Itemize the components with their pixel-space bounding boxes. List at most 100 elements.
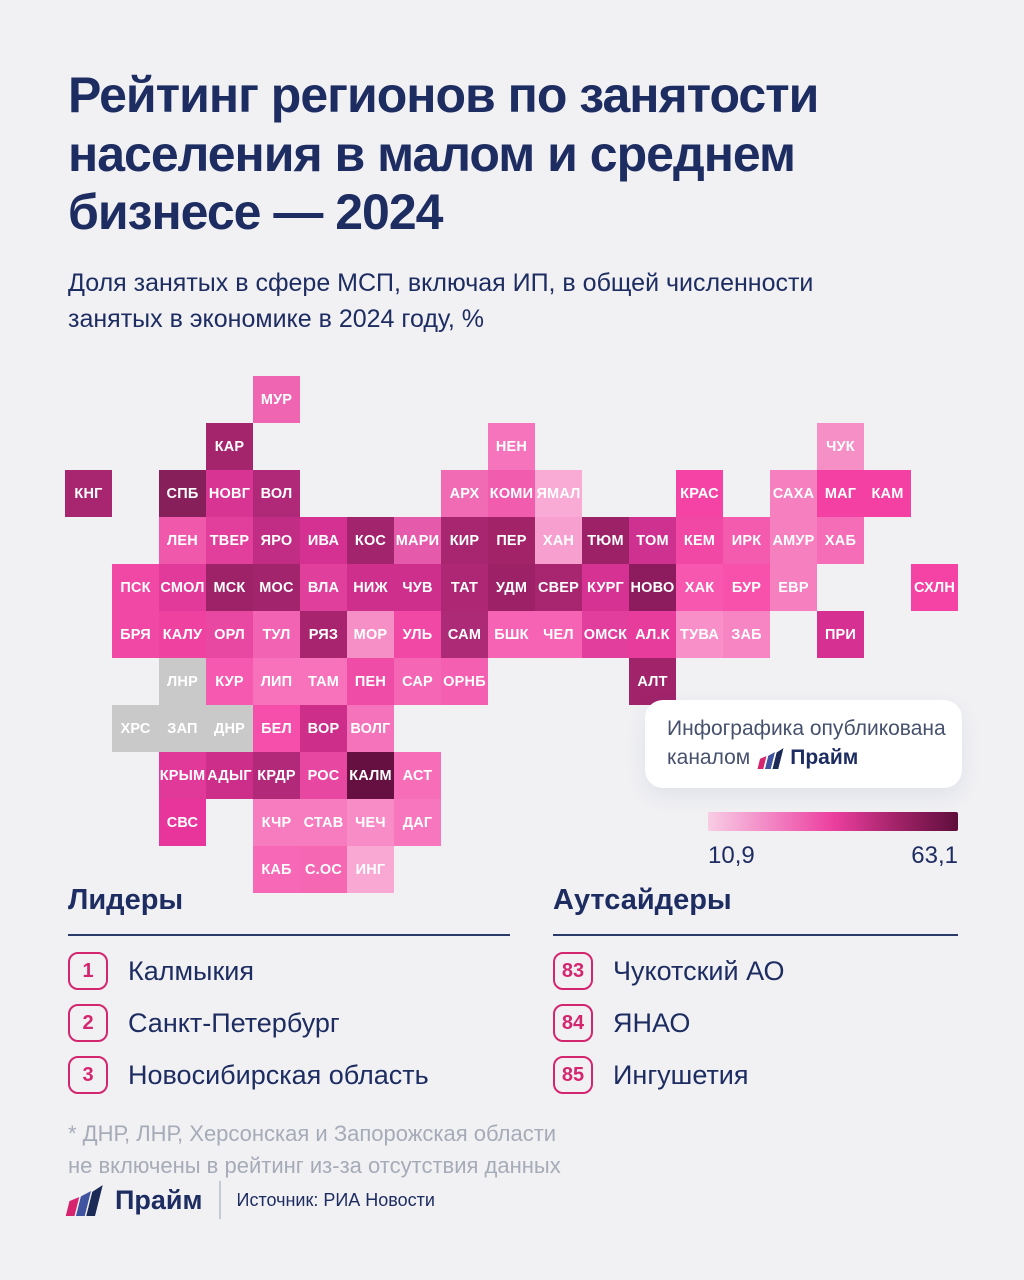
rank-badge: 85 <box>553 1056 593 1094</box>
map-tile-ЛИП: ЛИП <box>253 658 300 705</box>
region-tile-map: МУР КАР НЕН ЧУК КНГ СПБ НОВГ ВОЛ АРХ КОМИ ЯМАЛ КРАС… <box>65 376 958 893</box>
map-tile-АРХ: АРХ <box>441 470 488 517</box>
map-tile-КАР: КАР <box>206 423 253 470</box>
map-tile-ЕВР: ЕВР <box>770 564 817 611</box>
map-tile-САР: САР <box>394 658 441 705</box>
map-tile-БУР: БУР <box>723 564 770 611</box>
map-tile-ХАБ: ХАБ <box>817 517 864 564</box>
region-name: Чукотский АО <box>613 955 785 986</box>
footer: Прайм Источник: РИА Новости <box>68 1180 435 1220</box>
map-tile-УДМ: УДМ <box>488 564 535 611</box>
prime-brand-label: Прайм <box>790 745 859 769</box>
map-tile-ВОР: ВОР <box>300 705 347 752</box>
map-tile-ТОМ: ТОМ <box>629 517 676 564</box>
map-tile-САХА: САХА <box>770 470 817 517</box>
map-tile-ОМСК: ОМСК <box>582 611 629 658</box>
map-tile-АЛТ: АЛТ <box>629 658 676 705</box>
map-tile-КУРГ: КУРГ <box>582 564 629 611</box>
publication-card-line2-prefix: каналом <box>667 745 751 769</box>
region-name: Санкт-Петербург <box>128 1007 340 1038</box>
map-tile-ПРИ: ПРИ <box>817 611 864 658</box>
leaders-list: 1 Калмыкия 2 Санкт-Петербург 3 Новосибир… <box>68 952 429 1094</box>
list-item: 1 Калмыкия <box>68 952 429 990</box>
region-name: ЯНАО <box>613 1007 691 1038</box>
map-tile-ЛНР: ЛНР <box>159 658 206 705</box>
map-tile-ДНР: ДНР <box>206 705 253 752</box>
map-tile-МСК: МСК <box>206 564 253 611</box>
list-item: 3 Новосибирская область <box>68 1056 429 1094</box>
map-tile-ТВЕР: ТВЕР <box>206 517 253 564</box>
map-tile-КНГ: КНГ <box>65 470 112 517</box>
map-tile-ВОЛГ: ВОЛГ <box>347 705 394 752</box>
map-tile-С.ОС: С.ОС <box>300 846 347 893</box>
map-tile-КРДР: КРДР <box>253 752 300 799</box>
footnote-text: * ДНР, ЛНР, Херсонская и Запорожская обл… <box>68 1121 561 1178</box>
list-item: 2 Санкт-Петербург <box>68 1004 429 1042</box>
publication-card: Инфографика опубликована каналом Прайм <box>645 700 962 788</box>
color-scale-max-label: 63,1 <box>911 842 958 869</box>
map-tile-ИРК: ИРК <box>723 517 770 564</box>
map-tile-МОР: МОР <box>347 611 394 658</box>
map-tile-СПБ: СПБ <box>159 470 206 517</box>
map-tile-КЕМ: КЕМ <box>676 517 723 564</box>
map-tile-БЕЛ: БЕЛ <box>253 705 300 752</box>
map-tile-НИЖ: НИЖ <box>347 564 394 611</box>
map-tile-БРЯ: БРЯ <box>112 611 159 658</box>
map-tile-АМУР: АМУР <box>770 517 817 564</box>
map-tile-ВЛА: ВЛА <box>300 564 347 611</box>
map-tile-ТУВА: ТУВА <box>676 611 723 658</box>
rank-badge: 2 <box>68 1004 108 1042</box>
map-tile-КОС: КОС <box>347 517 394 564</box>
map-tile-ЛЕН: ЛЕН <box>159 517 206 564</box>
map-tile-ОРНБ: ОРНБ <box>441 658 488 705</box>
region-name: Новосибирская область <box>128 1059 429 1090</box>
leaders-heading: Лидеры <box>68 884 184 916</box>
list-item: 83 Чукотский АО <box>553 952 785 990</box>
page-title: Рейтинг регионов по занятости населения … <box>68 67 819 240</box>
color-scale-min-label: 10,9 <box>708 842 755 869</box>
list-item: 85 Ингушетия <box>553 1056 785 1094</box>
outsiders-list: 83 Чукотский АО 84 ЯНАО 85 Ингушетия <box>553 952 785 1094</box>
map-tile-ТАТ: ТАТ <box>441 564 488 611</box>
map-tile-МАРИ: МАРИ <box>394 517 441 564</box>
leaders-divider <box>68 934 510 936</box>
map-tile-ХАН: ХАН <box>535 517 582 564</box>
map-tile-АСТ: АСТ <box>394 752 441 799</box>
map-tile-ХАК: ХАК <box>676 564 723 611</box>
map-tile-КУР: КУР <box>206 658 253 705</box>
map-tile-БШК: БШК <box>488 611 535 658</box>
map-tile-СМОЛ: СМОЛ <box>159 564 206 611</box>
map-tile-ПСК: ПСК <box>112 564 159 611</box>
map-tile-КАЛМ: КАЛМ <box>347 752 394 799</box>
map-tile-МАГ: МАГ <box>817 470 864 517</box>
map-tile-МУР: МУР <box>253 376 300 423</box>
prime-brand-label: Прайм <box>115 1184 203 1215</box>
map-tile-СВЕР: СВЕР <box>535 564 582 611</box>
publication-card-line2: каналом Прайм <box>667 744 962 773</box>
map-tile-УЛЬ: УЛЬ <box>394 611 441 658</box>
map-tile-ЧЕЛ: ЧЕЛ <box>535 611 582 658</box>
outsiders-divider <box>553 934 958 936</box>
map-tile-ЗАП: ЗАП <box>159 705 206 752</box>
map-tile-ЗАБ: ЗАБ <box>723 611 770 658</box>
map-tile-ЯМАЛ: ЯМАЛ <box>535 470 582 517</box>
publication-card-line1: Инфографика опубликована <box>667 717 946 740</box>
map-tile-ЧУВ: ЧУВ <box>394 564 441 611</box>
map-tile-КАЛУ: КАЛУ <box>159 611 206 658</box>
map-tile-ЧЕЧ: ЧЕЧ <box>347 799 394 846</box>
map-tile-КЧР: КЧР <box>253 799 300 846</box>
map-tile-РЯЗ: РЯЗ <box>300 611 347 658</box>
map-tile-КАМ: КАМ <box>864 470 911 517</box>
map-tile-КРЫМ: КРЫМ <box>159 752 206 799</box>
map-tile-ИВА: ИВА <box>300 517 347 564</box>
map-tile-ТУЛ: ТУЛ <box>253 611 300 658</box>
map-tile-ТЮМ: ТЮМ <box>582 517 629 564</box>
rank-badge: 84 <box>553 1004 593 1042</box>
map-tile-РОС: РОС <box>300 752 347 799</box>
map-tile-СТАВ: СТАВ <box>300 799 347 846</box>
map-tile-КОМИ: КОМИ <box>488 470 535 517</box>
map-tile-ДАГ: ДАГ <box>394 799 441 846</box>
outsiders-heading: Аутсайдеры <box>553 884 732 916</box>
prime-logo-icon <box>759 748 781 769</box>
